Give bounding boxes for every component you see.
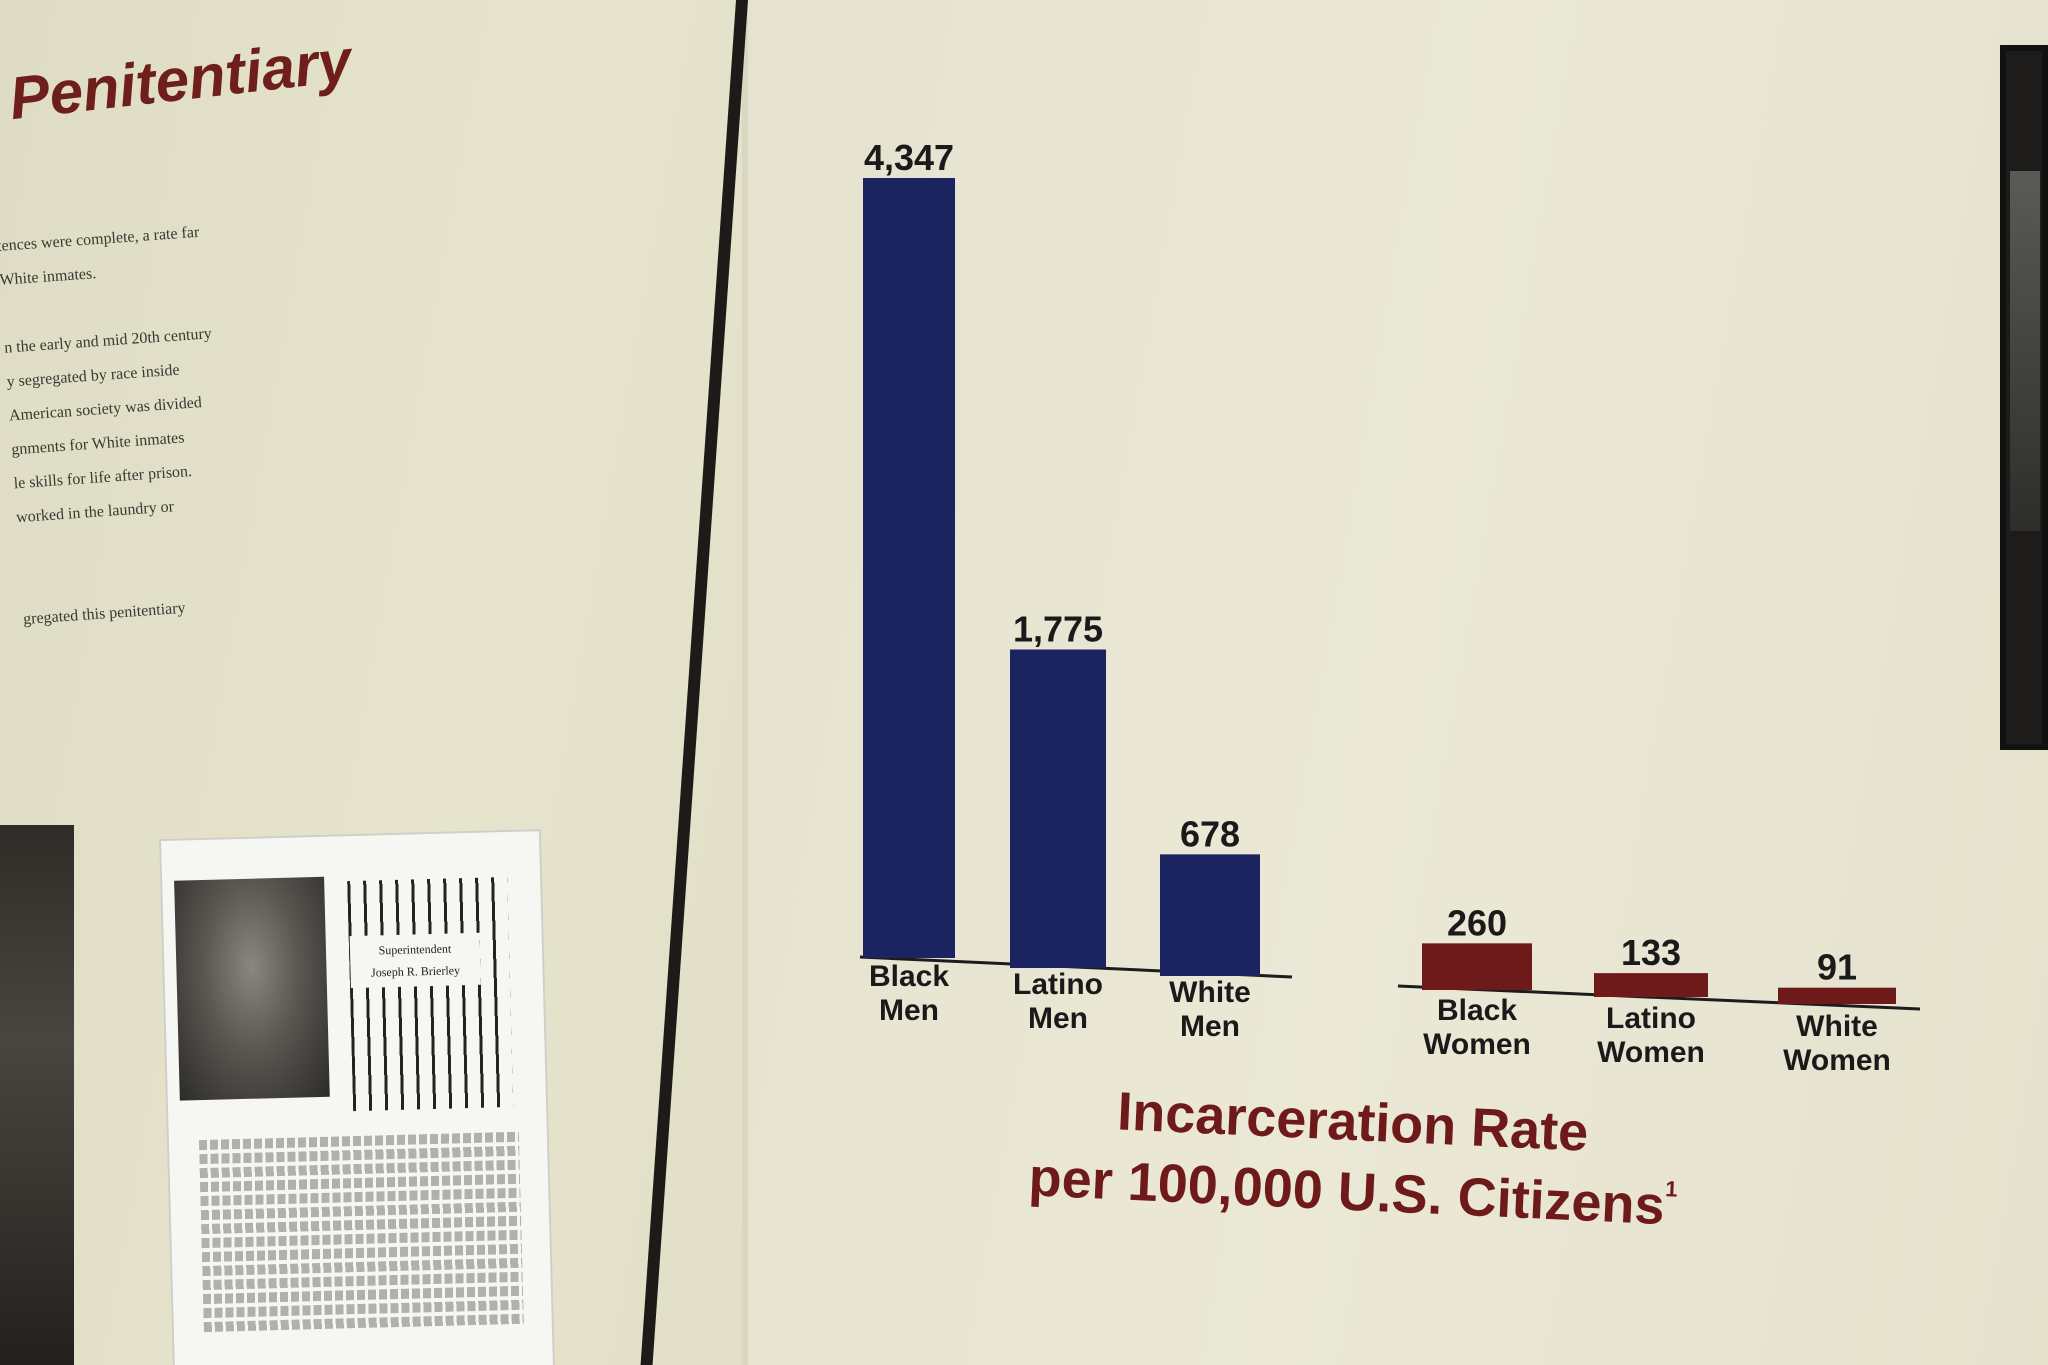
left-exhibit-panel: e Penitentiary tences were complete, a r…: [0, 0, 742, 1365]
bar: [863, 178, 955, 958]
value-label: 678: [1180, 813, 1240, 854]
value-label: 260: [1447, 902, 1507, 943]
value-label: 133: [1621, 932, 1681, 973]
bar: [1160, 854, 1260, 976]
value-label: 1,775: [1013, 609, 1103, 650]
category-label: Black Women: [1423, 994, 1531, 1061]
archival-photo: [0, 825, 74, 1365]
category-label: White Women: [1783, 1010, 1891, 1077]
category-label: Black Men: [869, 960, 949, 1027]
value-label: 4,347: [864, 137, 954, 178]
value-label: 91: [1817, 947, 1857, 988]
bar: [1422, 943, 1532, 990]
chart-title: Incarceration Rate: [1116, 1081, 1589, 1162]
bar: [1010, 649, 1106, 968]
category-label: Latino Women: [1597, 1002, 1705, 1069]
chart-plot: 4,347 Black Men 1,775 Latino Men 678 White Men 26…: [859, 137, 1921, 1077]
bar: [1594, 973, 1708, 997]
right-exhibit-panel: [748, 0, 2048, 1365]
category-label: Latino Men: [1013, 968, 1103, 1035]
category-label: White Men: [1169, 976, 1251, 1043]
right-edge-photo: [2000, 45, 2048, 750]
footnote-marker: 1: [1665, 1176, 1678, 1202]
bar: [1778, 987, 1896, 1004]
